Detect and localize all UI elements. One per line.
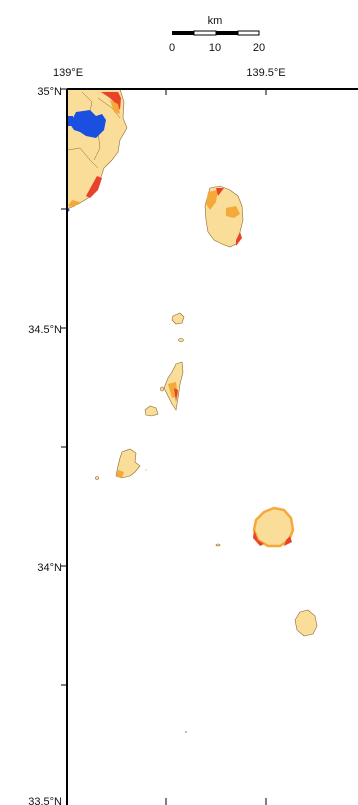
scale-seg-2 xyxy=(193,30,217,36)
lake-blue xyxy=(70,110,106,138)
scale-seg-4 xyxy=(237,30,260,36)
mainland-izu xyxy=(66,88,128,212)
map-frame xyxy=(61,88,358,805)
lat-label-33-5: 33.5°N xyxy=(28,796,62,805)
scale-seg-3 xyxy=(216,31,238,35)
island-rock xyxy=(185,731,187,733)
island-toshima xyxy=(171,312,185,342)
lon-label-139: 139°E xyxy=(53,67,83,79)
island-miyakejima xyxy=(215,506,295,548)
lon-label-139-5: 139.5°E xyxy=(246,67,285,79)
scale-tick-0: 0 xyxy=(169,42,175,54)
island-oshima xyxy=(204,185,244,248)
scale-tick-10: 10 xyxy=(209,42,221,54)
scale-bar: km 0 10 20 xyxy=(169,15,265,54)
island-mikurajima xyxy=(294,609,318,637)
lat-label-34-5: 34.5°N xyxy=(28,324,62,336)
scale-tick-20: 20 xyxy=(253,42,265,54)
island-niijima xyxy=(160,361,184,411)
island-kozushima xyxy=(95,448,147,480)
axis-labels: 139°E 139.5°E 35°N 34.5°N 34°N 33.5°N xyxy=(28,67,285,805)
scale-seg-1 xyxy=(172,31,194,35)
island-shikinejima xyxy=(144,405,159,417)
lat-label-35: 35°N xyxy=(37,86,62,98)
scale-unit: km xyxy=(208,15,223,27)
lat-label-34: 34°N xyxy=(37,562,62,574)
